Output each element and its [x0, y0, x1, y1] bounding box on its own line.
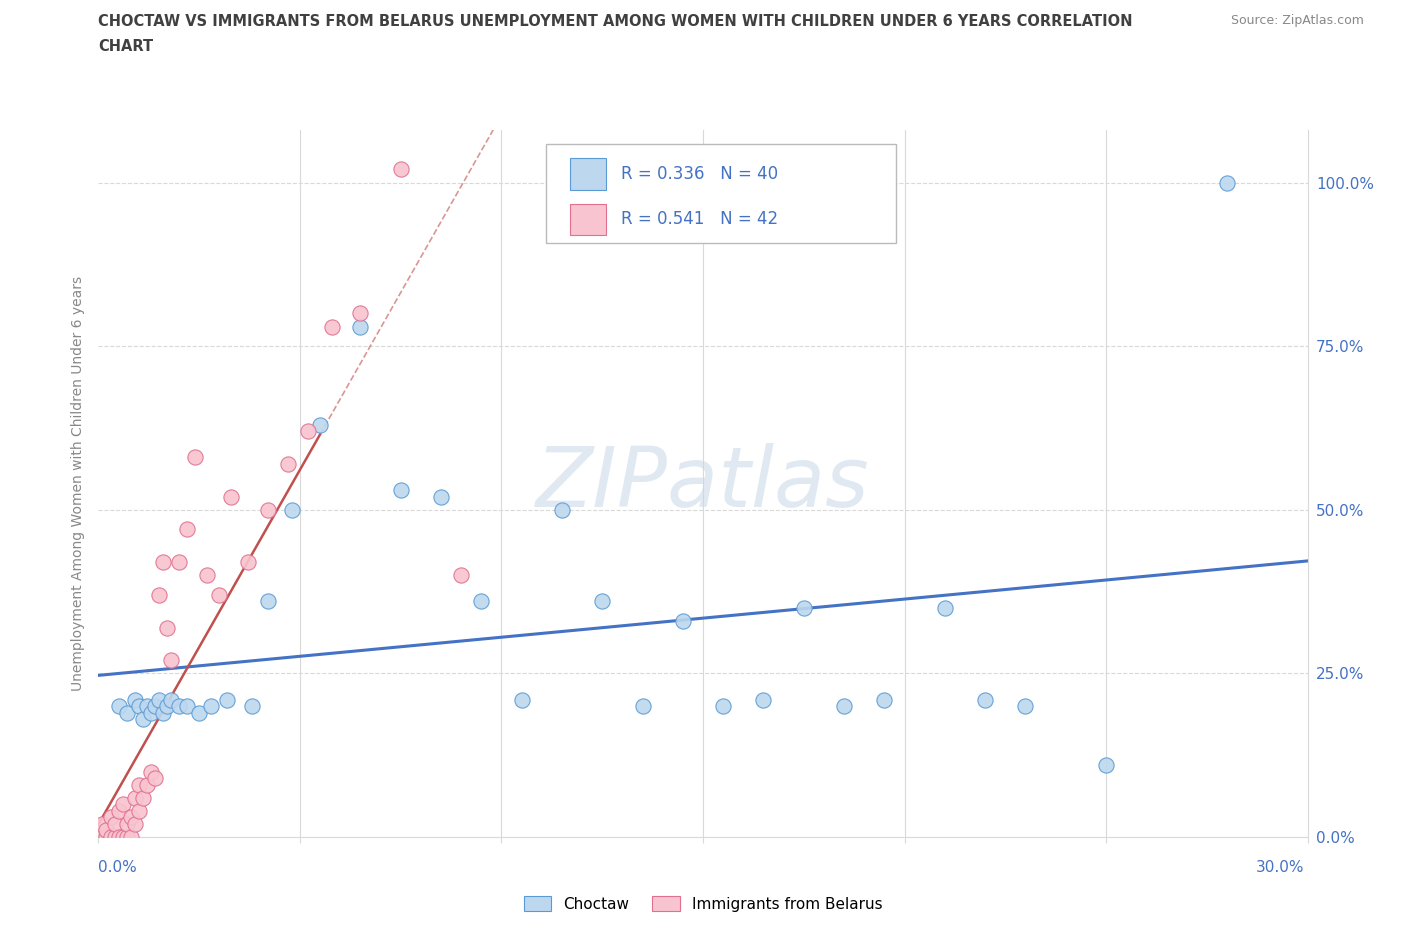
Point — [148, 692, 170, 707]
FancyBboxPatch shape — [546, 144, 897, 244]
Point — [711, 698, 734, 713]
Point — [143, 771, 166, 786]
Text: R = 0.336   N = 40: R = 0.336 N = 40 — [621, 165, 778, 183]
Point — [389, 483, 412, 498]
Text: CHART: CHART — [98, 39, 153, 54]
Point — [200, 698, 222, 713]
Point — [135, 777, 157, 792]
Point — [321, 319, 343, 334]
Bar — [569, 204, 606, 234]
Point — [132, 711, 155, 726]
Point — [124, 817, 146, 831]
Text: 0.0%: 0.0% — [98, 860, 138, 875]
Point — [450, 568, 472, 583]
Point — [832, 698, 855, 713]
Point — [389, 162, 412, 177]
Point — [115, 817, 138, 831]
Point — [281, 502, 304, 517]
Point — [591, 594, 613, 609]
Point — [96, 823, 118, 838]
Point — [156, 620, 179, 635]
Point — [120, 830, 142, 844]
Point — [152, 705, 174, 720]
Point — [124, 790, 146, 805]
Point — [167, 554, 190, 569]
Point — [752, 692, 775, 707]
Text: R = 0.541   N = 42: R = 0.541 N = 42 — [621, 210, 778, 228]
Point — [128, 804, 150, 818]
Point — [974, 692, 997, 707]
Point — [160, 692, 183, 707]
Point — [551, 502, 574, 517]
Point — [115, 705, 138, 720]
Point — [297, 424, 319, 439]
Point — [143, 698, 166, 713]
Point — [793, 601, 815, 616]
Point — [132, 790, 155, 805]
Point — [470, 594, 492, 609]
Point — [256, 502, 278, 517]
Point — [349, 319, 371, 334]
Point — [135, 698, 157, 713]
Point — [156, 698, 179, 713]
Point — [107, 804, 129, 818]
Point — [208, 588, 231, 603]
Legend: Choctaw, Immigrants from Belarus: Choctaw, Immigrants from Belarus — [517, 889, 889, 918]
Point — [221, 489, 243, 504]
Point — [510, 692, 533, 707]
Point — [160, 653, 183, 668]
Point — [672, 614, 695, 629]
Point — [236, 554, 259, 569]
Point — [107, 698, 129, 713]
Point — [100, 830, 122, 844]
Point — [176, 522, 198, 537]
Point — [139, 705, 162, 720]
Point — [115, 830, 138, 844]
Point — [103, 817, 125, 831]
Point — [139, 764, 162, 779]
Point — [217, 692, 239, 707]
Y-axis label: Unemployment Among Women with Children Under 6 years: Unemployment Among Women with Children U… — [70, 276, 84, 691]
Point — [256, 594, 278, 609]
Point — [103, 830, 125, 844]
Point — [167, 698, 190, 713]
Point — [195, 568, 218, 583]
Point — [631, 698, 654, 713]
Point — [107, 830, 129, 844]
Point — [91, 830, 114, 844]
Text: Source: ZipAtlas.com: Source: ZipAtlas.com — [1230, 14, 1364, 27]
Point — [111, 830, 134, 844]
Text: ZIPatlas: ZIPatlas — [536, 443, 870, 525]
Point — [1216, 175, 1239, 190]
Point — [188, 705, 211, 720]
Point — [128, 698, 150, 713]
Point — [120, 810, 142, 825]
Point — [96, 830, 118, 844]
Point — [349, 306, 371, 321]
Point — [152, 554, 174, 569]
Point — [1014, 698, 1036, 713]
Point — [176, 698, 198, 713]
Text: 30.0%: 30.0% — [1257, 860, 1305, 875]
Bar — [569, 158, 606, 190]
Point — [240, 698, 263, 713]
Point — [309, 418, 332, 432]
Point — [873, 692, 896, 707]
Text: CHOCTAW VS IMMIGRANTS FROM BELARUS UNEMPLOYMENT AMONG WOMEN WITH CHILDREN UNDER : CHOCTAW VS IMMIGRANTS FROM BELARUS UNEMP… — [98, 14, 1133, 29]
Point — [100, 810, 122, 825]
Point — [148, 588, 170, 603]
Point — [91, 817, 114, 831]
Point — [111, 797, 134, 812]
Point — [128, 777, 150, 792]
Point — [1095, 758, 1118, 773]
Point — [430, 489, 453, 504]
Point — [934, 601, 956, 616]
Point — [184, 450, 207, 465]
Point — [277, 457, 299, 472]
Point — [124, 692, 146, 707]
